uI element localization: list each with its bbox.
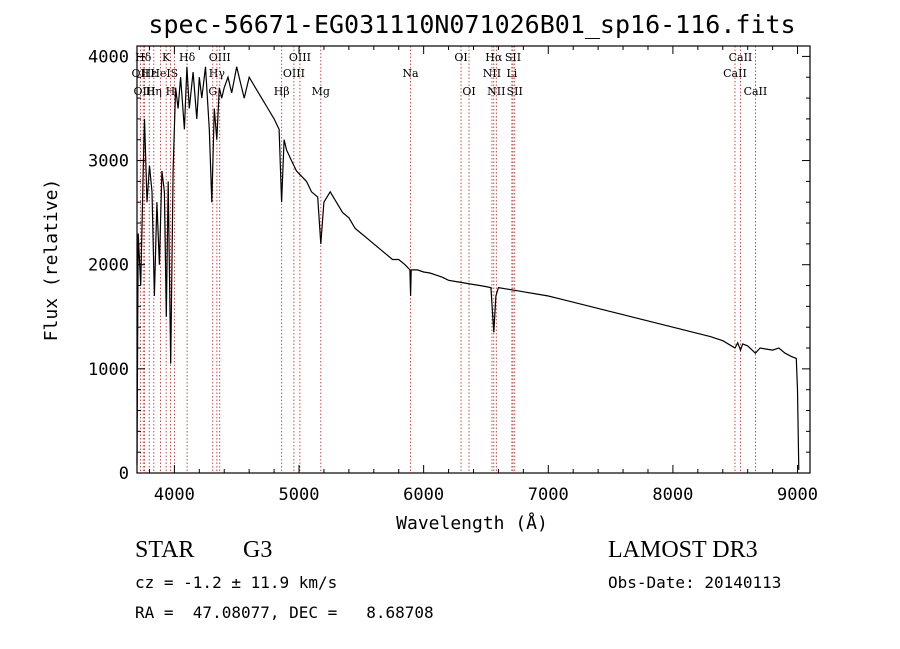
y-tick-label: 1000 xyxy=(88,360,129,380)
spectral-line-label: K xyxy=(162,51,171,64)
redshift-text: cz = -1.2 ± 11.9 km/s xyxy=(135,573,338,592)
spectral-line-label: Hβ xyxy=(274,85,290,98)
x-tick-label: 5000 xyxy=(279,485,320,505)
spectral-line-label: Hδ xyxy=(179,51,196,64)
spectral-line-label: Hα xyxy=(485,51,503,64)
object-subclass: G3 xyxy=(243,537,273,563)
spectral-line-markers xyxy=(139,46,756,473)
x-axis-label: Wavelength (Å) xyxy=(396,512,548,534)
spectral-line-label: NII xyxy=(487,85,505,98)
flux-series-line xyxy=(136,66,800,470)
spectral-line-label: OI xyxy=(454,51,467,64)
y-axis-ticks: 0 1000 2000 3000 4000 xyxy=(88,47,810,484)
y-tick-label: 3000 xyxy=(88,152,129,172)
obs-date: Obs-Date: 20140113 xyxy=(608,573,782,592)
spectral-line-label: OIII xyxy=(289,51,311,64)
y-tick-label: 2000 xyxy=(88,256,129,276)
x-tick-label: 4000 xyxy=(154,485,195,505)
spectral-line-label: OIII xyxy=(133,85,155,98)
survey-name: LAMOST DR3 xyxy=(608,537,758,563)
spectral-line-label: Na xyxy=(402,67,419,80)
spectral-line-label: HeI xyxy=(150,67,170,80)
spectral-line-label: CaII xyxy=(723,67,747,80)
spectral-line-label: Hδ xyxy=(135,51,152,64)
spectral-line-label: CaII xyxy=(729,51,753,64)
coordinates: RA = 47.08077, DEC = 8.68708 xyxy=(135,603,434,622)
spectral-line-label: OIII xyxy=(209,51,231,64)
y-tick-label: 4000 xyxy=(88,47,129,67)
x-tick-label: 8000 xyxy=(652,485,693,505)
chart-title: spec-56671-EG031110N071026B01_sp16-116.f… xyxy=(148,10,795,39)
x-tick-label: 9000 xyxy=(777,485,818,505)
spectral-line-label: OII xyxy=(132,67,150,80)
spectral-line-label: Hγ xyxy=(209,67,226,80)
spectral-line-label: Hε xyxy=(142,67,158,80)
spectral-line-label: Hη xyxy=(146,85,162,98)
spectral-line-label: NII xyxy=(483,67,501,80)
spectral-line-label: SII xyxy=(505,51,521,64)
spectral-line-label: CaII xyxy=(744,85,768,98)
y-tick-label: 0 xyxy=(119,464,129,484)
spectral-line-label: Li xyxy=(506,67,517,80)
plot-frame xyxy=(136,45,811,474)
spectral-line-label: OI xyxy=(462,85,475,98)
spectral-line-label: S xyxy=(171,67,179,80)
y-axis-label: Flux (relative) xyxy=(41,179,62,342)
x-tick-label: 7000 xyxy=(528,485,569,505)
spectral-line-label: SII xyxy=(507,85,523,98)
spectral-line-label: OIII xyxy=(283,67,305,80)
spectral-line-label: H xyxy=(166,85,176,98)
x-tick-label: 6000 xyxy=(403,485,444,505)
object-class: STAR xyxy=(135,537,195,563)
spectral-line-label: Mg xyxy=(312,85,330,98)
x-axis-ticks: 4000 5000 6000 7000 8000 9000 xyxy=(148,46,818,505)
spectral-line-label: G xyxy=(208,85,217,98)
